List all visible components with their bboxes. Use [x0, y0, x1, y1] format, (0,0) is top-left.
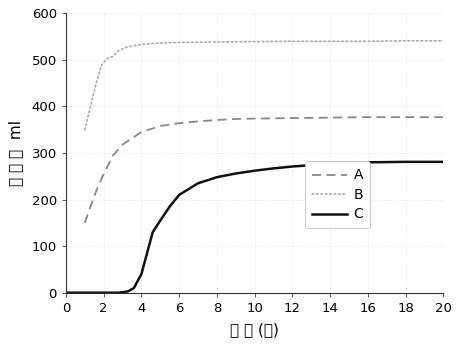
B [402, 39, 408, 43]
A [176, 121, 181, 125]
B [326, 39, 332, 43]
C [125, 289, 131, 293]
B [134, 43, 140, 47]
Legend: A, B, C: A, B, C [304, 161, 369, 228]
A [232, 117, 238, 121]
B [289, 39, 294, 43]
C [345, 161, 351, 165]
A [195, 119, 200, 124]
C [232, 171, 238, 176]
B [123, 45, 129, 49]
Y-axis label: 渗 漏 量  ml: 渗 漏 量 ml [8, 120, 23, 186]
A [101, 172, 106, 176]
B [232, 40, 238, 44]
C [150, 230, 155, 234]
A [157, 124, 162, 128]
C [131, 286, 136, 290]
B [110, 54, 116, 58]
C [440, 160, 445, 164]
A [82, 221, 87, 225]
B [364, 39, 370, 43]
B [167, 41, 172, 45]
Line: C: C [66, 162, 442, 293]
C [119, 290, 125, 294]
C [116, 290, 121, 295]
B [82, 128, 87, 132]
C [308, 163, 313, 167]
A [402, 115, 408, 119]
C [195, 181, 200, 185]
Line: A: A [84, 117, 442, 223]
A [93, 189, 99, 193]
C [157, 218, 162, 223]
B [195, 40, 200, 44]
C [138, 272, 144, 276]
X-axis label: 时 间 (天): 时 间 (天) [230, 322, 279, 337]
B [116, 49, 121, 53]
C [289, 165, 294, 169]
C [63, 290, 68, 295]
Line: B: B [84, 41, 442, 130]
C [167, 205, 172, 209]
A [213, 118, 219, 122]
B [93, 81, 99, 85]
C [402, 160, 408, 164]
B [105, 57, 110, 61]
C [326, 162, 332, 166]
C [176, 193, 181, 197]
C [270, 166, 275, 170]
A [251, 117, 257, 121]
A [440, 115, 445, 119]
A [138, 130, 144, 134]
B [99, 62, 104, 67]
A [289, 116, 294, 120]
A [110, 153, 116, 157]
A [364, 115, 370, 119]
A [88, 205, 93, 209]
C [144, 251, 150, 255]
C [101, 290, 106, 295]
B [440, 39, 445, 43]
C [251, 169, 257, 173]
B [148, 41, 153, 46]
C [213, 175, 219, 179]
B [88, 105, 93, 109]
A [119, 142, 125, 147]
C [364, 160, 370, 165]
C [82, 290, 87, 295]
A [326, 116, 332, 120]
